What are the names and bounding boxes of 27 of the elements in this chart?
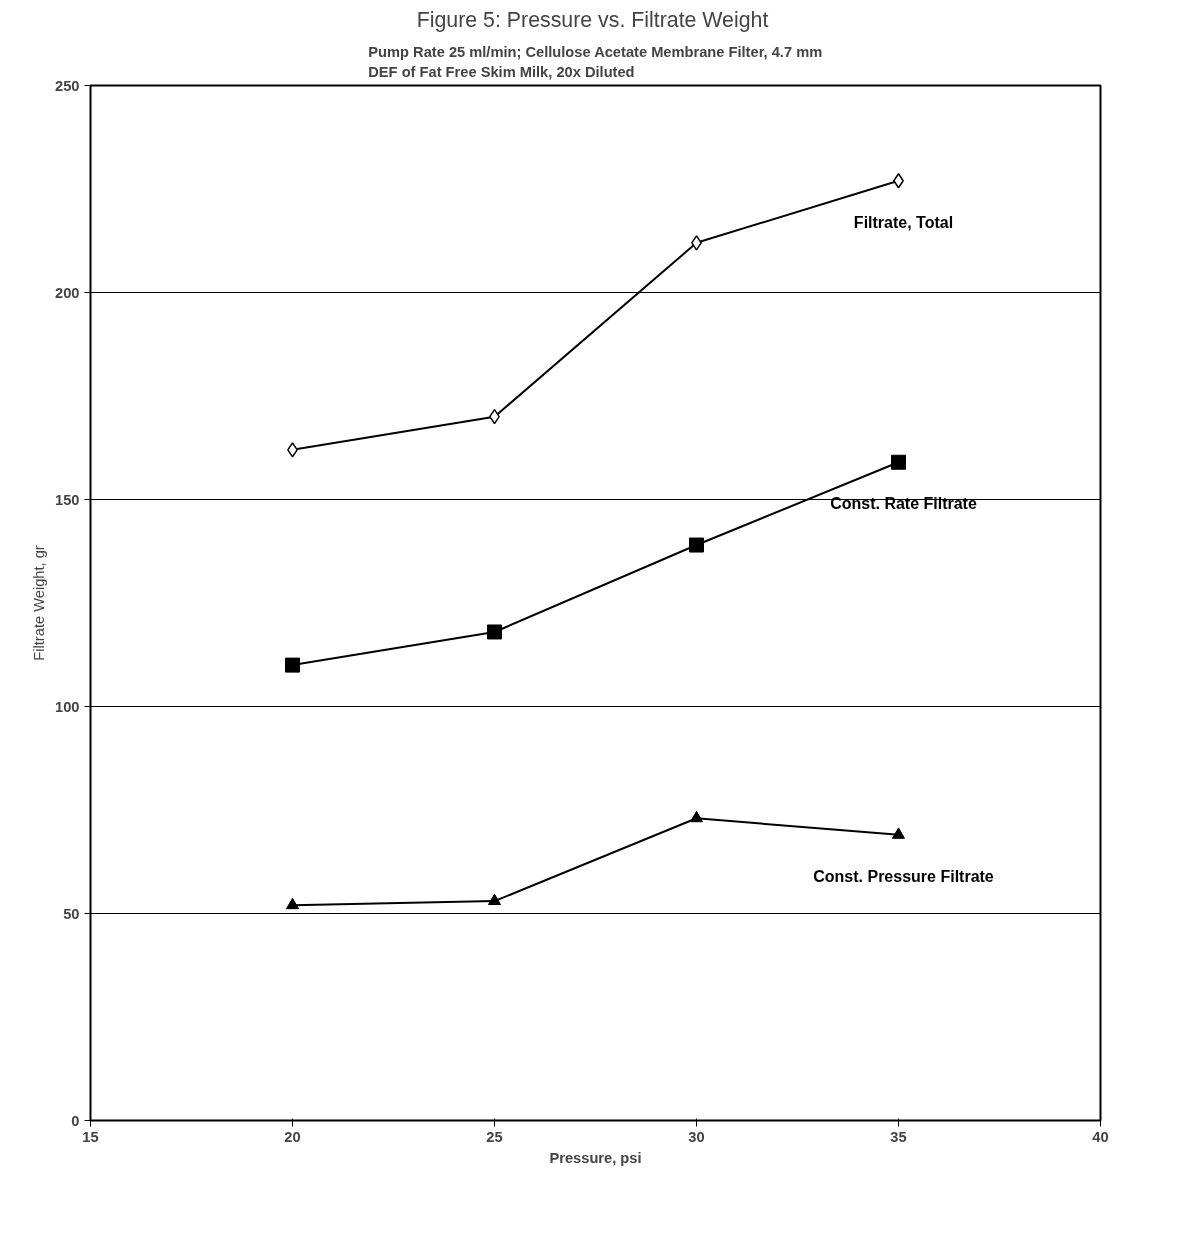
y-tick-label: 0: [71, 1112, 80, 1129]
point: [286, 897, 299, 910]
chart-subtitle: Pump Rate 25 ml/min; Cellulose Acetate Membrane Filter, 4.7 mm DEF of Fat Free Skim Milk, 20x Diluted: [368, 43, 823, 81]
y-tick-label: 100: [55, 698, 80, 715]
y-tick-label: 200: [55, 284, 80, 301]
x-tick-label: 30: [688, 1128, 705, 1145]
point: [690, 810, 703, 823]
chart-title: Figure 5: Pressure vs. Filtrate Weight: [416, 7, 769, 32]
x-tick-label: 35: [890, 1128, 907, 1145]
point: [487, 624, 502, 640]
point: [892, 827, 905, 839]
y-tick-label: 50: [63, 905, 80, 922]
series-label: Const. Rate Filtrate: [830, 495, 977, 513]
series-label: Filtrate, Total: [853, 213, 954, 231]
point: [689, 537, 704, 553]
x-tick-label: 15: [82, 1128, 99, 1145]
point: [488, 893, 501, 906]
x-tick-label: 20: [284, 1128, 301, 1145]
y-tick-label: 250: [55, 77, 80, 94]
x-axis-title: Pressure, psi: [549, 1149, 642, 1166]
y-axis-title: Filtrate Weight, gr: [31, 545, 48, 661]
x-tick-label: 40: [1092, 1128, 1109, 1145]
point: [891, 454, 906, 470]
point: [285, 657, 300, 673]
y-tick-label: 150: [55, 491, 80, 508]
x-tick-label: 25: [486, 1128, 503, 1145]
text: Const. Pressure Filtrate: [813, 867, 994, 885]
